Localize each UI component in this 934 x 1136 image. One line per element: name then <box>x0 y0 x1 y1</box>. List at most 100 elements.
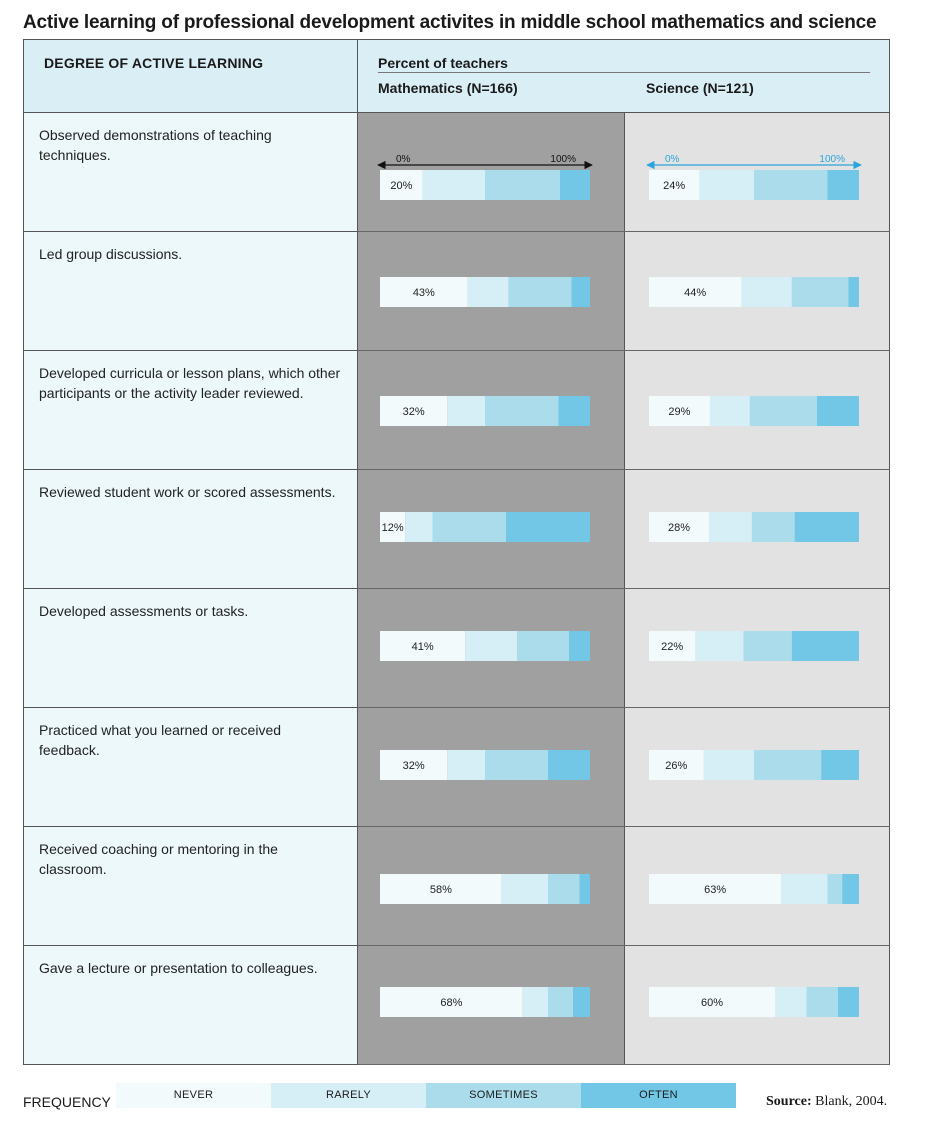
bar-segment-never <box>380 874 502 904</box>
row-divider <box>358 945 890 946</box>
header-degree-cell: DEGREE OF ACTIVE LEARNING <box>23 39 358 113</box>
row-label: Observed demonstrations of teaching tech… <box>39 127 272 163</box>
bar-segment-sometimes <box>749 396 817 426</box>
bar-segment-rarely <box>781 874 828 904</box>
bar-segment-often <box>560 170 590 200</box>
legend-item-never: NEVER <box>116 1083 271 1108</box>
bar-value-label: 26% <box>665 760 687 772</box>
bar-segment-sometimes <box>806 987 838 1017</box>
bar-value-label: 20% <box>390 180 412 192</box>
bar-segment-often <box>827 170 859 200</box>
bar-segment-rarely <box>405 512 433 542</box>
bar-segment-never <box>380 277 468 307</box>
bar-segment-sometimes <box>827 874 843 904</box>
bar-segment-never <box>649 396 710 426</box>
bar-segment-never <box>649 987 775 1017</box>
bar-segment-rarely <box>775 987 807 1017</box>
row-label-cell: Gave a lecture or presentation to collea… <box>23 946 358 1065</box>
header-math-label: Mathematics (N=166) <box>378 80 518 96</box>
bar-value-label: 41% <box>412 641 434 653</box>
bar-segment-never <box>380 512 406 542</box>
legend-item-often: OFTEN <box>581 1083 736 1108</box>
bar-segment-sometimes <box>791 277 849 307</box>
bar-segment-sometimes <box>754 750 822 780</box>
legend-item-sometimes: SOMETIMES <box>426 1083 581 1108</box>
bar-segment-never <box>649 631 696 661</box>
bar-segment-rarely <box>422 170 485 200</box>
bar-value-label: 63% <box>704 884 726 896</box>
scale-max-label: 100% <box>550 154 576 165</box>
header-percent-cell: Percent of teachers Mathematics (N=166) … <box>358 39 890 113</box>
bar-value-label: 44% <box>684 287 706 299</box>
bar-segment-rarely <box>741 277 792 307</box>
bottom-border <box>358 1064 890 1065</box>
header-percent-label: Percent of teachers <box>378 55 508 71</box>
bar-segment-often <box>558 396 590 426</box>
bar-segment-sometimes <box>751 512 795 542</box>
bar-segment-often <box>506 512 590 542</box>
row-label-cell: Developed assessments or tasks. <box>23 589 358 708</box>
row-label: Received coaching or mentoring in the cl… <box>39 841 278 877</box>
bar-segment-never <box>649 874 782 904</box>
bar-segment-often <box>838 987 859 1017</box>
row-divider <box>358 826 890 827</box>
bar-segment-rarely <box>447 750 485 780</box>
bar-value-label: 22% <box>661 641 683 653</box>
bar-segment-never <box>649 277 742 307</box>
bar-segment-sometimes <box>508 277 572 307</box>
bar-segment-rarely <box>709 396 750 426</box>
bar-value-label: 32% <box>403 760 425 772</box>
science-column <box>624 113 890 1065</box>
bar-segment-rarely <box>703 750 754 780</box>
bar-segment-rarely <box>465 631 518 661</box>
bar-segment-rarely <box>501 874 548 904</box>
bar-value-label: 43% <box>413 287 435 299</box>
row-label-cell: Received coaching or mentoring in the cl… <box>23 827 358 946</box>
bar-segment-often <box>794 512 859 542</box>
bar-segment-often <box>548 750 590 780</box>
bar-segment-sometimes <box>485 750 548 780</box>
bar-segment-often <box>848 277 859 307</box>
header-science-label: Science (N=121) <box>646 80 754 96</box>
row-label: Led group discussions. <box>39 246 183 262</box>
row-divider <box>358 469 890 470</box>
scale-min-label: 0% <box>396 154 411 165</box>
scale-max-label: 100% <box>819 154 845 165</box>
bar-value-label: 12% <box>382 522 404 534</box>
bar-segment-often <box>817 396 859 426</box>
row-label-cell: Observed demonstrations of teaching tech… <box>23 113 358 232</box>
bar-segment-never <box>380 987 523 1017</box>
bar-segment-sometimes <box>548 987 574 1017</box>
bar-segment-rarely <box>699 170 754 200</box>
row-label: Practiced what you learned or received f… <box>39 722 282 758</box>
bar-value-label: 24% <box>663 180 685 192</box>
bar-segment-rarely <box>695 631 744 661</box>
bar-segment-rarely <box>522 987 548 1017</box>
bar-segment-often <box>573 987 590 1017</box>
chart-title: Active learning of professional developm… <box>23 12 877 33</box>
bar-segment-never <box>380 631 466 661</box>
bar-segment-never <box>380 396 448 426</box>
bar-value-label: 29% <box>668 406 690 418</box>
legend-item-rarely: RARELY <box>271 1083 426 1108</box>
header-degree-label: DEGREE OF ACTIVE LEARNING <box>44 55 264 71</box>
bar-segment-sometimes <box>754 170 828 200</box>
row-label: Developed curricula or lesson plans, whi… <box>39 365 341 401</box>
bar-value-label: 28% <box>668 522 690 534</box>
row-divider <box>358 231 890 232</box>
scale-min-label: 0% <box>665 154 680 165</box>
bar-value-label: 32% <box>403 406 425 418</box>
bar-segment-never <box>649 170 700 200</box>
row-label-cell: Practiced what you learned or received f… <box>23 708 358 827</box>
math-column <box>358 113 624 1065</box>
bar-segment-sometimes <box>485 170 560 200</box>
bar-segment-rarely <box>709 512 752 542</box>
header-divider <box>378 72 870 73</box>
bar-segment-often <box>821 750 859 780</box>
bar-value-label: 68% <box>440 997 462 1009</box>
legend-label: FREQUENCY <box>23 1094 111 1110</box>
bar-segment-never <box>380 750 448 780</box>
row-divider <box>358 588 890 589</box>
row-label-cell: Led group discussions. <box>23 232 358 351</box>
